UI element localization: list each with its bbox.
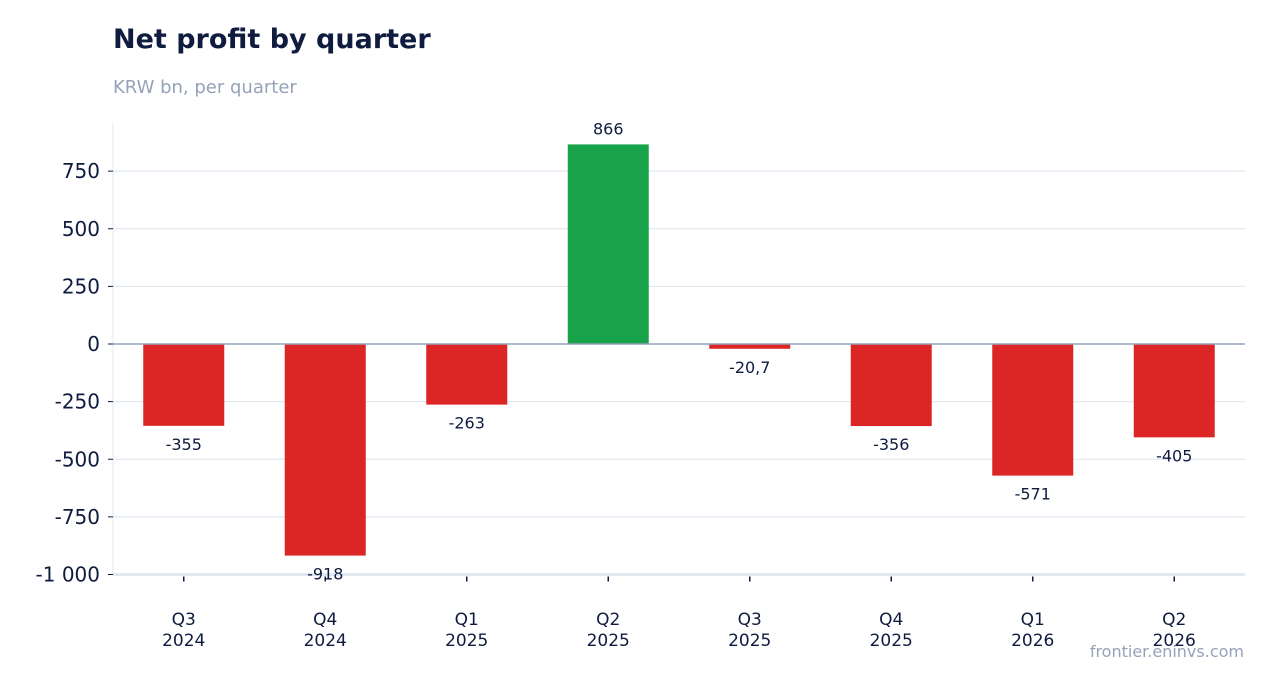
bar-layer [143,144,1215,556]
data-label: -571 [1015,485,1051,504]
y-tick-label: 500 [62,217,100,241]
x-tick-label-year: 2025 [870,631,913,651]
bar [1133,344,1215,438]
label-layer: -355 -918 -263 866 -20,7 -356 -571 -405 [166,119,1193,583]
data-label: -355 [166,435,202,454]
y-tick-label: 0 [87,332,100,356]
chart-subtitle: KRW bn, per quarter [113,77,297,98]
data-label: -356 [873,435,909,454]
x-tick-label-quarter: Q3 [738,610,762,630]
data-label: -263 [449,414,485,433]
y-tick-label: -250 [55,390,100,414]
bar [992,344,1074,476]
bar [709,344,791,349]
x-tick-label-quarter: Q1 [1021,610,1045,630]
x-tick-label-year: 2026 [1011,631,1054,651]
source-credit: frontier.eninvs.com [1089,642,1244,661]
x-tick-label-quarter: Q4 [313,610,337,630]
bar [567,144,649,344]
x-tick-label-year: 2024 [304,631,347,651]
x-tick-label-year: 2025 [587,631,630,651]
x-tick-label-year: 2025 [728,631,771,651]
x-tick-label-year: 2025 [445,631,488,651]
y-tick-label: -500 [55,447,100,471]
y-tick-label: 750 [62,159,100,183]
bar [426,344,508,405]
y-tick-label: -1 000 [36,563,100,587]
data-label: -405 [1156,446,1192,465]
data-label: -20,7 [729,358,770,377]
data-label: 866 [593,119,624,138]
grid-layer [113,170,1245,576]
y-tick-label: -750 [55,505,100,529]
chart-title: Net profit by quarter [113,24,431,55]
x-tick-label-year: 2024 [162,631,205,651]
x-tick-label-quarter: Q2 [1162,610,1186,630]
x-tick-label-quarter: Q3 [172,610,196,630]
bar [284,344,366,556]
bar [143,344,225,426]
bar [850,344,932,427]
data-label: -918 [307,565,343,584]
y-tick-label: 250 [62,274,100,298]
x-tick-label-quarter: Q4 [879,610,903,630]
x-tick-label-year: 2026 [1153,631,1196,651]
x-tick-label-quarter: Q1 [455,610,479,630]
x-tick-label-quarter: Q2 [596,610,620,630]
